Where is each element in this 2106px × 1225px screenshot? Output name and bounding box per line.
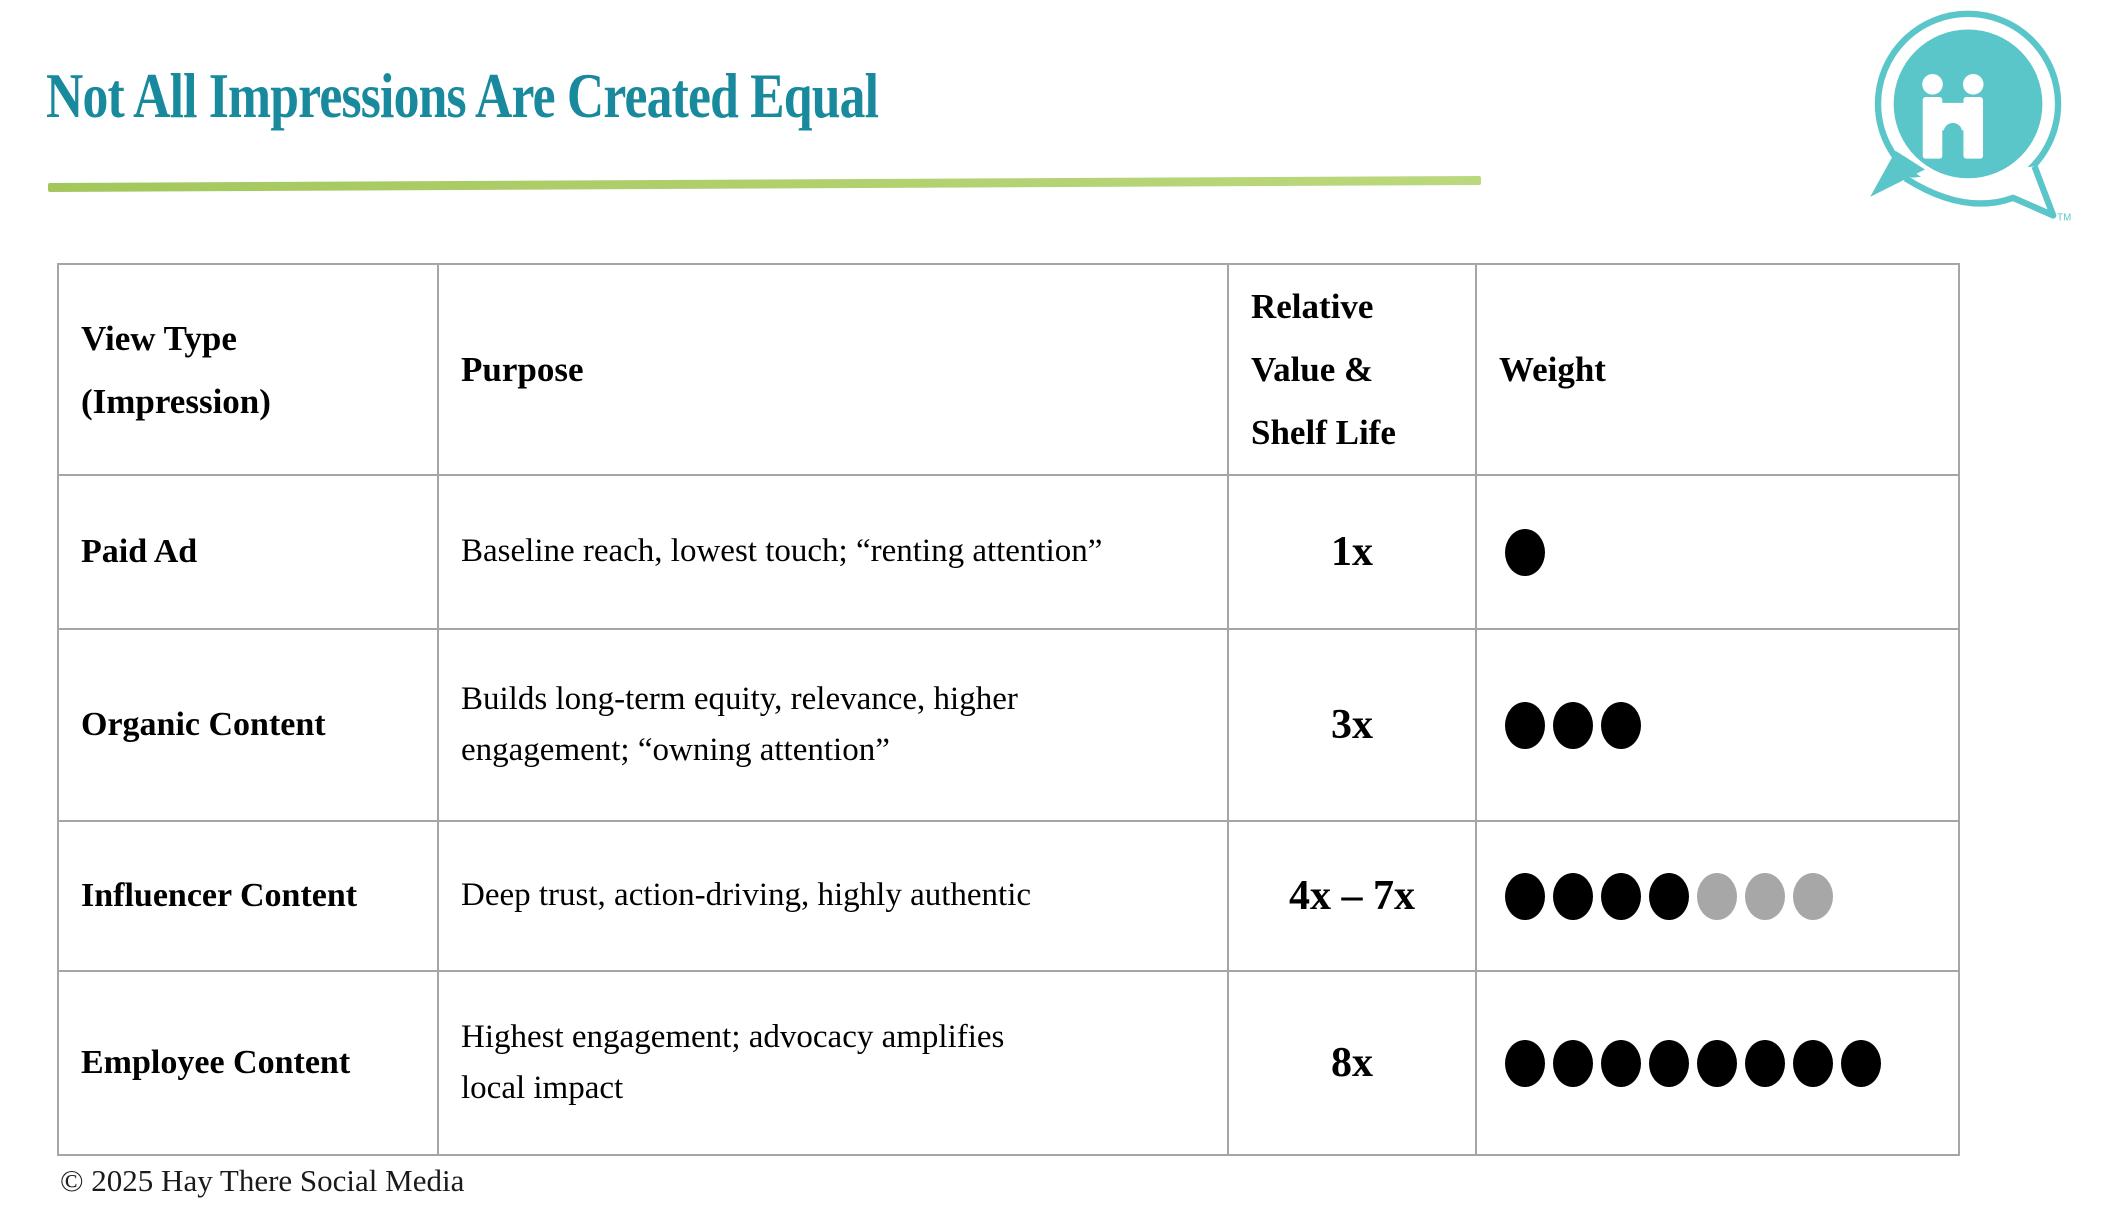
speech-bubble-logo-icon: TM — [1870, 10, 2071, 223]
table-header-row: View Type (Impression) Purpose Relative … — [57, 263, 1960, 476]
weight-dot-gray — [1745, 872, 1785, 920]
col-header-relative-value: Relative Value & Shelf Life — [1227, 263, 1477, 476]
weight-dot-black — [1841, 1039, 1881, 1087]
weight-cell — [1475, 628, 1960, 822]
weight-dot-black — [1649, 872, 1689, 920]
hay-there-logo: TM — [1864, 6, 2076, 236]
weight-dots — [1505, 528, 1957, 576]
weight-dot-black — [1649, 1039, 1689, 1087]
weight-dot-black — [1505, 872, 1545, 920]
purpose-cell: Deep trust, action-driving, highly authe… — [437, 820, 1229, 972]
relative-value-cell: 8x — [1227, 970, 1477, 1156]
view-type-cell: Paid Ad — [57, 474, 439, 630]
weight-dot-black — [1505, 1039, 1545, 1087]
col-header-weight: Weight — [1475, 263, 1960, 476]
weight-dot-black — [1793, 1039, 1833, 1087]
weight-dot-gray — [1697, 872, 1737, 920]
weight-dot-gray — [1793, 872, 1833, 920]
view-type-cell: Organic Content — [57, 628, 439, 822]
weight-dot-black — [1601, 872, 1641, 920]
weight-dots — [1505, 1039, 1957, 1087]
weight-dot-black — [1601, 701, 1641, 749]
page-title: Not All Impressions Are Created Equal — [46, 61, 879, 131]
weight-dots — [1505, 872, 1957, 920]
purpose-cell: Baseline reach, lowest touch; “renting a… — [437, 474, 1229, 630]
weight-dot-black — [1505, 528, 1545, 576]
relative-value-cell: 1x — [1227, 474, 1477, 630]
col-header-view-type: View Type (Impression) — [57, 263, 439, 476]
weight-cell — [1475, 970, 1960, 1156]
weight-dot-black — [1505, 701, 1545, 749]
weight-dot-black — [1745, 1039, 1785, 1087]
purpose-cell: Highest engagement; advocacy amplifies l… — [437, 970, 1229, 1156]
weight-dots — [1505, 701, 1957, 749]
copyright-text: © 2025 Hay There Social Media — [60, 1163, 465, 1198]
relative-value-cell: 4x – 7x — [1227, 820, 1477, 972]
col-header-purpose: Purpose — [437, 263, 1229, 476]
weight-dot-black — [1697, 1039, 1737, 1087]
view-type-cell: Influencer Content — [57, 820, 439, 972]
table-row-employee-content: Employee Content Highest engagement; adv… — [57, 970, 1960, 1156]
table-row-influencer-content: Influencer Content Deep trust, action-dr… — [57, 820, 1960, 972]
weight-cell — [1475, 474, 1960, 630]
view-type-cell: Employee Content — [57, 970, 439, 1156]
impressions-table: View Type (Impression) Purpose Relative … — [57, 263, 1960, 1156]
trademark-text: TM — [2057, 212, 2071, 223]
relative-value-cell: 3x — [1227, 628, 1477, 822]
weight-cell — [1475, 820, 1960, 972]
weight-dot-black — [1553, 872, 1593, 920]
table-row-organic-content: Organic Content Builds long-term equity,… — [57, 628, 1960, 822]
weight-dot-black — [1553, 701, 1593, 749]
table-row-paid-ad: Paid Ad Baseline reach, lowest touch; “r… — [57, 474, 1960, 630]
title-underline-accent — [47, 175, 1482, 192]
purpose-cell: Builds long-term equity, relevance, high… — [437, 628, 1229, 822]
weight-dot-black — [1601, 1039, 1641, 1087]
weight-dot-black — [1553, 1039, 1593, 1087]
